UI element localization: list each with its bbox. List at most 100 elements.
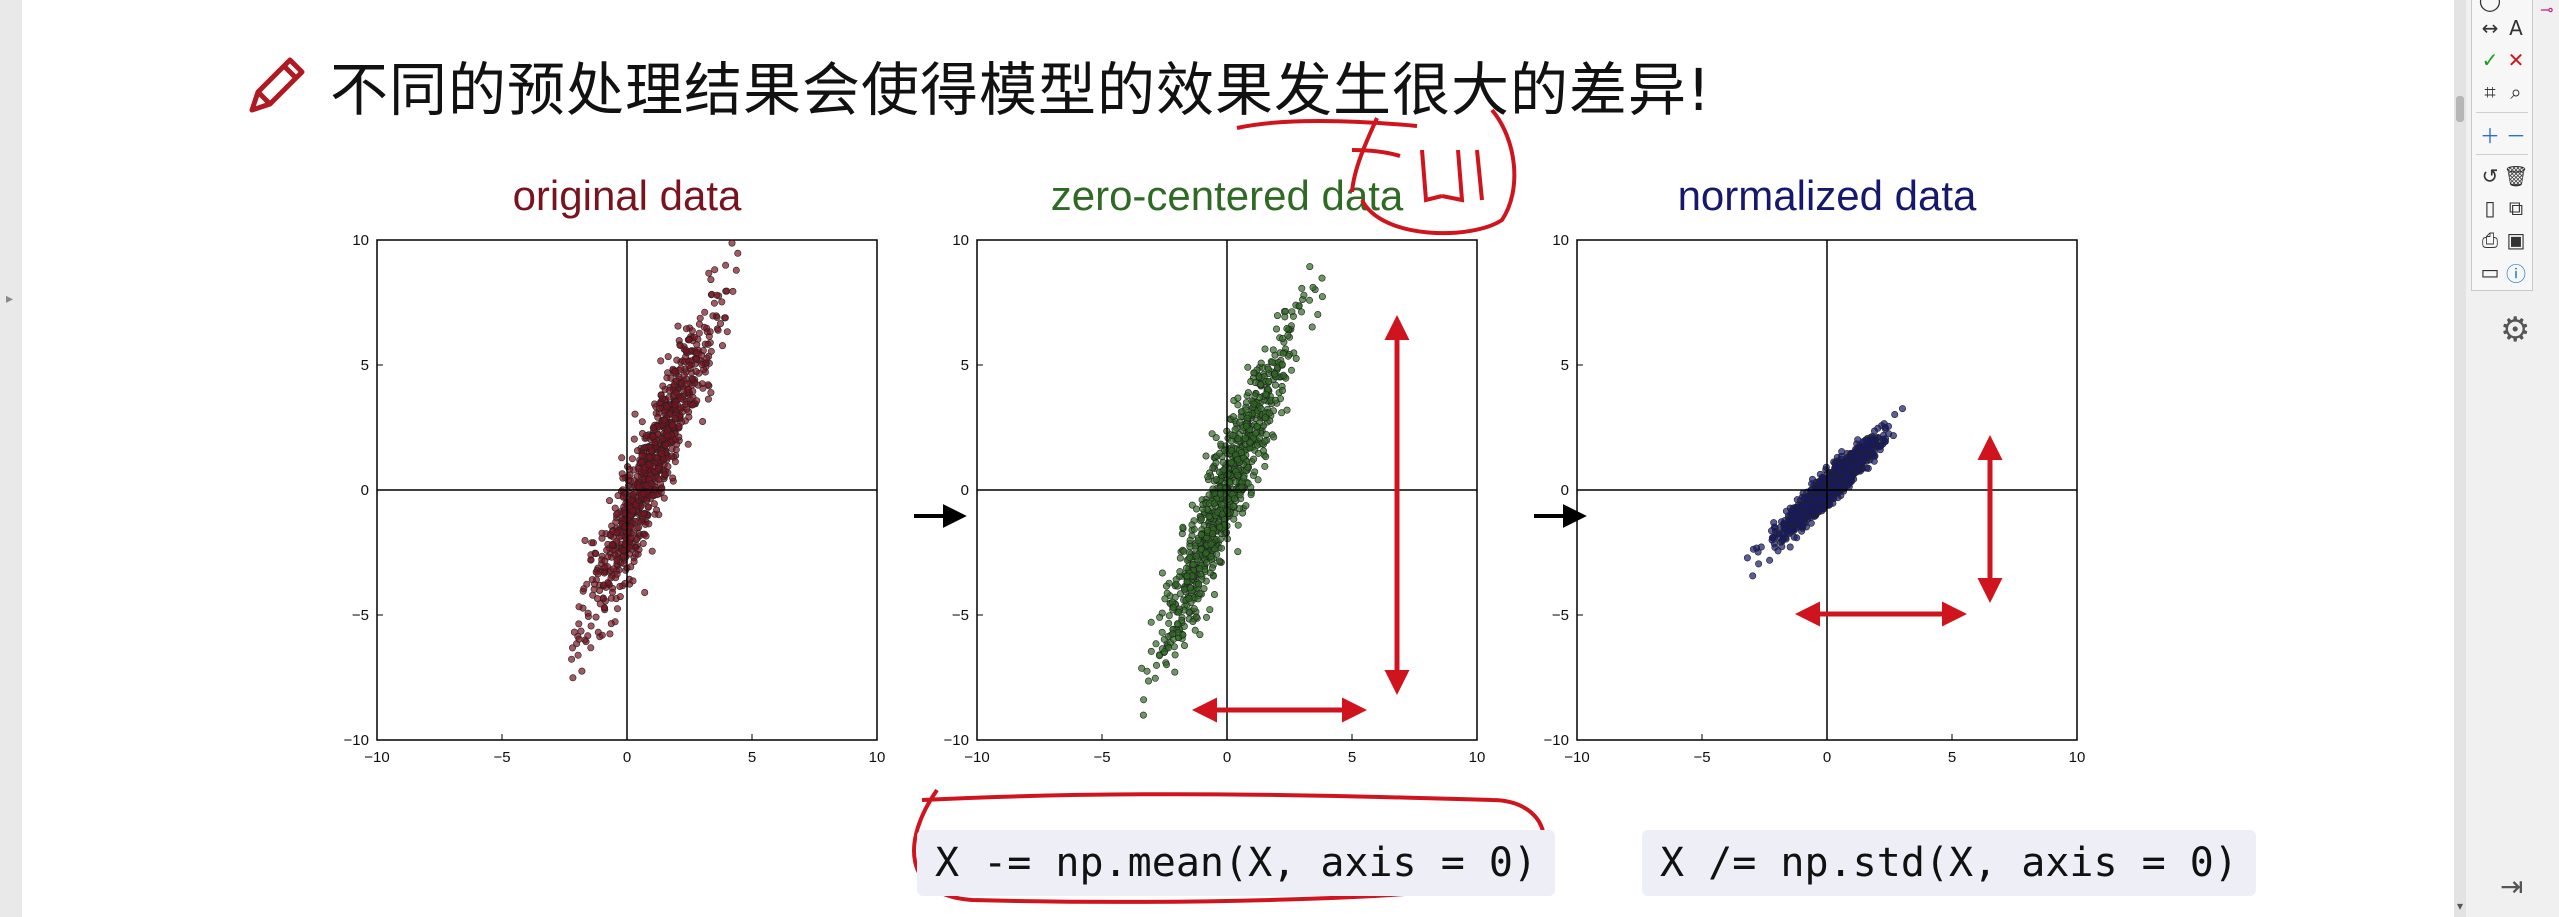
- data-point: [1140, 696, 1148, 704]
- x-tick-label: −10: [964, 749, 989, 766]
- cross-icon[interactable]: ✕: [2507, 48, 2525, 72]
- data-point: [675, 422, 683, 430]
- data-point: [1169, 630, 1177, 638]
- data-point: [1257, 359, 1265, 367]
- plus-icon[interactable]: ＋: [2480, 123, 2500, 148]
- data-point: [698, 361, 706, 369]
- data-point: [1788, 508, 1796, 516]
- data-point: [682, 325, 690, 333]
- scroll-thumb[interactable]: [2456, 96, 2464, 122]
- data-point: [689, 401, 697, 409]
- data-point: [674, 322, 682, 330]
- slide-canvas: 不同的预处理结果会使得模型的效果发生很大的差异! original data −1…: [22, 0, 2454, 917]
- vertical-scrollbar[interactable]: ▾: [2454, 0, 2466, 917]
- data-point: [1250, 455, 1258, 463]
- info-icon[interactable]: ⓘ: [2506, 261, 2526, 286]
- image-icon[interactable]: ▭: [2480, 260, 2500, 284]
- data-point: [1230, 495, 1238, 503]
- expand-left-icon[interactable]: ▸: [6, 291, 14, 307]
- x-tick-label: 5: [1948, 749, 1956, 766]
- text-icon[interactable]: A: [2509, 16, 2523, 40]
- data-point: [707, 276, 715, 284]
- data-point: [1195, 580, 1203, 588]
- copy-icon[interactable]: ⧉: [2508, 196, 2524, 220]
- data-point: [1196, 589, 1204, 597]
- circle-icon[interactable]: ◯: [2478, 0, 2502, 12]
- check-icon[interactable]: ✓: [2481, 48, 2499, 72]
- data-point: [1200, 585, 1208, 593]
- data-point: [1283, 324, 1291, 332]
- scroll-down-icon[interactable]: ▾: [2456, 899, 2464, 913]
- data-point: [599, 594, 607, 602]
- chart-title: zero-centered data: [1051, 172, 1404, 219]
- data-point: [1261, 437, 1269, 445]
- data-point: [729, 287, 737, 295]
- annotation-underline: [1236, 119, 1418, 130]
- data-point: [1202, 452, 1210, 460]
- data-point: [1210, 499, 1218, 507]
- data-point: [732, 266, 740, 274]
- data-point: [1250, 369, 1258, 377]
- data-point: [1212, 475, 1220, 483]
- data-point: [1147, 618, 1155, 626]
- data-point: [1231, 426, 1239, 434]
- arrows-horizontal-icon[interactable]: ↔: [2481, 16, 2499, 40]
- scatter-points: [1138, 263, 1326, 719]
- data-point: [1288, 366, 1296, 374]
- data-point: [1217, 535, 1225, 543]
- data-point: [1838, 452, 1846, 460]
- data-point: [634, 464, 642, 472]
- data-point: [1218, 544, 1226, 552]
- data-point: [1864, 436, 1872, 444]
- data-point: [575, 620, 583, 628]
- toolbox-divider: [2476, 154, 2528, 155]
- chart-title: original data: [513, 172, 742, 219]
- y-tick-label: 5: [961, 357, 969, 374]
- data-point: [660, 494, 668, 502]
- data-point: [704, 340, 712, 348]
- annotation-toolbox: ◯ ↔ A ✓ ✕ ⌗ ⌕ ＋ － ↺ 🗑 ▯ ⧉ ⎙ ▣ ▭ ⓘ: [2471, 0, 2533, 291]
- data-point: [1227, 459, 1235, 467]
- data-point: [1787, 516, 1795, 524]
- data-point: [645, 461, 653, 469]
- data-point: [1186, 543, 1194, 551]
- y-tick-label: 10: [952, 232, 969, 249]
- data-point: [1198, 575, 1206, 583]
- data-point: [630, 435, 638, 443]
- y-tick-label: 0: [1561, 482, 1569, 499]
- data-point: [1189, 560, 1197, 568]
- trash-icon[interactable]: 🗑: [2503, 164, 2529, 188]
- wrench-settings-icon[interactable]: ⚙: [2500, 310, 2531, 350]
- data-point: [1206, 606, 1214, 614]
- data-point: [1885, 422, 1893, 430]
- page-icon[interactable]: ▯: [2484, 196, 2496, 220]
- data-point: [614, 509, 622, 517]
- data-point: [675, 433, 683, 441]
- data-point: [1229, 502, 1237, 510]
- x-tick-label: −5: [1093, 749, 1110, 766]
- save-icon[interactable]: ▣: [2506, 228, 2526, 252]
- data-point: [1244, 389, 1252, 397]
- data-point: [663, 403, 671, 411]
- data-point: [1298, 308, 1306, 316]
- data-point: [616, 593, 624, 601]
- collapse-right-icon[interactable]: ⇥: [2500, 870, 2524, 903]
- data-point: [632, 500, 640, 508]
- data-point: [606, 630, 614, 638]
- data-point: [1770, 519, 1778, 527]
- data-point: [579, 587, 587, 595]
- data-point: [613, 557, 621, 565]
- data-point: [1793, 534, 1801, 542]
- data-point: [1180, 547, 1188, 555]
- crop-icon[interactable]: ⌗: [2484, 80, 2496, 104]
- data-point: [568, 644, 576, 652]
- data-point: [1191, 626, 1199, 634]
- minus-icon[interactable]: －: [2506, 123, 2526, 148]
- undo-icon[interactable]: ↺: [2481, 164, 2499, 188]
- print-icon[interactable]: ⎙: [2482, 228, 2498, 252]
- data-point: [684, 440, 692, 448]
- zoom-icon[interactable]: ⌕: [2510, 80, 2522, 104]
- data-point: [662, 441, 670, 449]
- data-point: [1216, 557, 1224, 565]
- data-point: [1257, 404, 1265, 412]
